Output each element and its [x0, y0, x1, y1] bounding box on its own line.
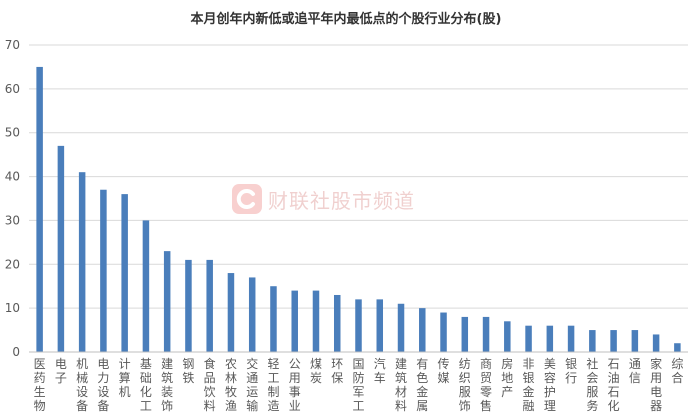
bar-25 — [546, 325, 554, 352]
bar-23 — [504, 321, 511, 352]
x-category-label: 公用事业 — [289, 357, 301, 413]
bar-7 — [163, 251, 171, 352]
x-category-label: 通信 — [629, 357, 641, 385]
x-category-label: 纺织服饰 — [459, 357, 471, 413]
x-category-label: 商贸零售 — [480, 356, 492, 413]
watermark: 财联社股市频道 — [232, 184, 415, 214]
bar-16 — [355, 299, 362, 352]
x-category-label: 农林牧渔 — [225, 357, 237, 413]
bar-17 — [376, 299, 384, 352]
chart-title: 本月创年内新低或追平年内最低点的个股行业分布(股) — [190, 12, 502, 27]
bar-9 — [206, 259, 213, 352]
bar-11 — [248, 277, 256, 352]
bar-1 — [36, 66, 43, 352]
bar-12 — [270, 286, 277, 352]
watermark-logo-icon — [232, 184, 262, 214]
bar-5 — [121, 194, 128, 352]
bar-3 — [78, 172, 86, 352]
x-category-label: 机械设备 — [76, 357, 88, 413]
x-category-label: 非银金融 — [523, 357, 535, 413]
bar-21 — [461, 316, 469, 352]
bar-30 — [652, 334, 660, 352]
y-tick-label: 30 — [5, 213, 20, 227]
bar-8 — [185, 259, 192, 352]
bar-19 — [419, 308, 426, 352]
x-category-label: 轻工制造 — [267, 357, 279, 413]
x-category-label: 建筑材料 — [395, 357, 407, 413]
y-tick-label: 70 — [5, 38, 20, 52]
x-category-label: 银行 — [565, 357, 577, 385]
x-category-label: 计算机 — [119, 357, 131, 399]
y-tick-label: 20 — [5, 257, 20, 271]
x-category-label: 电子 — [55, 357, 67, 385]
bar-6 — [142, 220, 150, 352]
x-category-label: 有色金属 — [416, 357, 428, 413]
bar-22 — [482, 316, 490, 352]
x-category-label: 交通运输 — [246, 356, 258, 413]
x-category-label: 美容护理 — [544, 357, 556, 413]
x-category-label: 环保 — [331, 357, 343, 385]
x-category-label: 国防军工 — [352, 357, 364, 413]
x-category-label: 建筑装饰 — [161, 357, 173, 413]
x-category-label: 传媒 — [438, 356, 450, 385]
bar-20 — [440, 312, 447, 352]
bar-15 — [333, 294, 341, 352]
bar-27 — [589, 330, 596, 352]
x-category-label: 基础化工 — [140, 357, 152, 413]
bar-10 — [227, 273, 235, 352]
bar-14 — [312, 290, 320, 352]
bar-18 — [397, 303, 405, 352]
y-tick-label: 60 — [5, 82, 20, 96]
x-category-label: 电力设备 — [97, 357, 109, 413]
y-tick-label: 50 — [5, 126, 20, 140]
bar-31 — [674, 343, 681, 352]
bar-29 — [631, 330, 639, 352]
bar-4 — [100, 189, 107, 352]
x-category-label: 钢铁 — [182, 357, 194, 385]
bar-28 — [610, 330, 617, 352]
x-category-label: 房地产 — [501, 356, 513, 399]
bar-2 — [57, 145, 65, 352]
watermark-text: 财联社股市频道 — [268, 188, 415, 213]
bar-26 — [567, 325, 575, 352]
bar-24 — [525, 325, 532, 352]
x-category-label: 食品饮料 — [204, 356, 216, 413]
x-category-label: 综合 — [671, 357, 683, 385]
y-tick-label: 0 — [12, 345, 20, 359]
y-tick-label: 40 — [5, 170, 20, 184]
x-category-label: 医药生物 — [34, 357, 46, 413]
y-tick-label: 10 — [5, 301, 20, 315]
x-category-label: 汽车 — [374, 356, 386, 385]
bars — [36, 66, 681, 352]
x-category-label: 石油石化 — [608, 357, 620, 413]
x-axis-category-labels: 医药生物电子机械设备电力设备计算机基础化工建筑装饰钢铁食品饮料农林牧渔交通运输轻… — [34, 356, 684, 413]
x-category-label: 煤炭 — [310, 357, 322, 385]
y-axis-tick-labels: 0 10 20 30 40 50 60 70 — [5, 38, 20, 359]
x-category-label: 家用电器 — [650, 356, 662, 413]
bar-13 — [291, 290, 298, 352]
x-category-label: 社会服务 — [586, 356, 598, 413]
